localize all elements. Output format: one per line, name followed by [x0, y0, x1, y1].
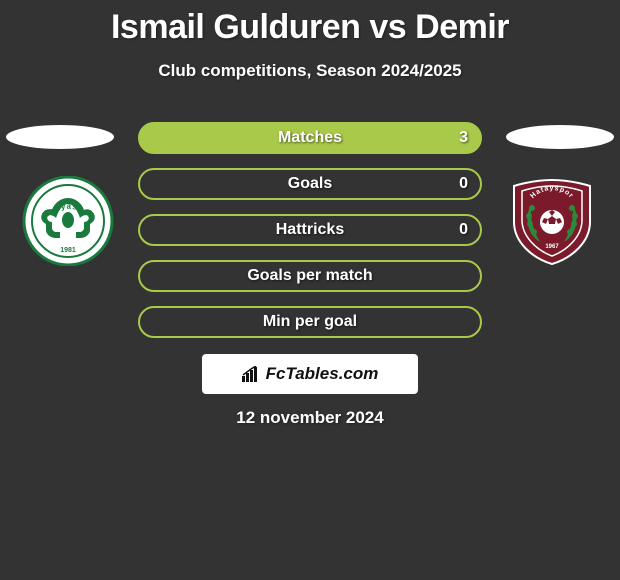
- stat-label: Goals per match: [247, 267, 372, 285]
- stats-container: Matches 3 Goals 0 Hattricks 0 Goals per match M…: [138, 122, 482, 352]
- stat-label: Matches: [278, 129, 342, 147]
- team-left-year: 1981: [60, 247, 76, 254]
- player-left-ellipse: [6, 125, 114, 149]
- stat-label: Goals: [288, 175, 332, 193]
- stat-bar: Goals 0: [138, 168, 482, 200]
- stat-bar: Hattricks 0: [138, 214, 482, 246]
- stat-value-right: 3: [459, 129, 468, 147]
- stat-bar: Matches 3: [138, 122, 482, 154]
- stat-value-right: 0: [459, 175, 468, 193]
- team-right-badge: Hatayspor 1967: [502, 176, 602, 266]
- page-title: Ismail Gulduren vs Demir: [0, 0, 620, 47]
- date-label: 12 november 2024: [0, 408, 620, 428]
- stat-value-right: 0: [459, 221, 468, 239]
- page-subtitle: Club competitions, Season 2024/2025: [0, 61, 620, 81]
- watermark: FcTables.com: [202, 354, 418, 394]
- stat-label: Min per goal: [263, 313, 357, 331]
- stat-label: Hattricks: [276, 221, 344, 239]
- watermark-text: FcTables.com: [266, 364, 379, 384]
- chart-icon: [242, 366, 262, 382]
- team-right-year: 1967: [545, 244, 559, 250]
- stat-bar: Goals per match: [138, 260, 482, 292]
- team-left-badge: Konyaspor 1981: [18, 176, 118, 266]
- player-right-ellipse: [506, 125, 614, 149]
- stat-bar: Min per goal: [138, 306, 482, 338]
